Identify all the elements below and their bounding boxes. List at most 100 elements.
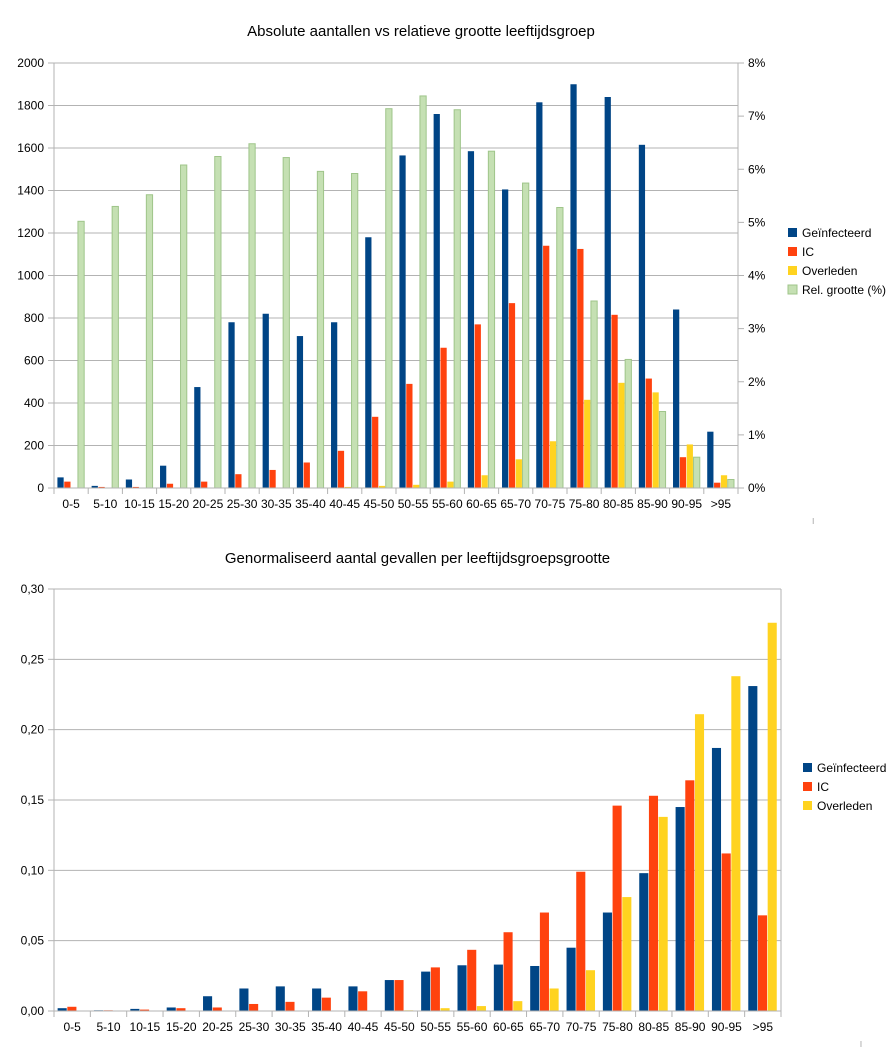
bar-deceased-19: [767, 622, 777, 1011]
y-tick-label: 600: [24, 354, 44, 368]
bar-deceased-8: [344, 486, 351, 488]
bar-ic-19: [714, 482, 721, 488]
legend-label: IC: [817, 780, 829, 794]
y-tick-label: 0,00: [21, 1004, 45, 1018]
bar-relative-size-4: [214, 156, 222, 489]
bar-infected-16: [639, 873, 649, 1011]
bar-ic-18: [679, 457, 687, 488]
legend-label: Geïnfecteerd: [802, 226, 871, 240]
legend-label: Overleden: [802, 264, 857, 278]
legend: Geïnfecteerd IC Overleden Rel. grootte (%): [787, 226, 886, 297]
x-tick-label: 0-5: [64, 1020, 82, 1034]
bar-deceased-18: [686, 444, 693, 488]
bar-ic-2: [132, 486, 139, 488]
bar-ic-11: [440, 347, 447, 488]
bar-deceased-14: [585, 970, 596, 1011]
x-tick-label: 55-60: [432, 497, 463, 511]
x-tick-label: 80-85: [638, 1020, 669, 1034]
chart-2: Genormaliseerd aantal gevallen per leeft…: [21, 550, 886, 1047]
legend-swatch: [787, 284, 798, 295]
bar-ic-7: [303, 462, 310, 488]
bar-deceased-14: [549, 441, 557, 488]
x-tick-label: 70-75: [566, 1020, 597, 1034]
bar-deceased-12: [513, 1001, 523, 1011]
bar-infected-17: [675, 807, 685, 1011]
x-tick-label: 25-30: [239, 1020, 270, 1034]
bar-infected-8: [348, 986, 358, 1011]
bar-infected-13: [502, 189, 509, 488]
y-tick-label: 1200: [17, 226, 44, 240]
y-tick-label: 800: [24, 311, 44, 325]
bar-ic-2: [140, 1009, 150, 1011]
bar-deceased-11: [447, 481, 454, 489]
bar-infected-14: [566, 947, 576, 1011]
legend-label: IC: [802, 245, 814, 259]
x-tick-label: 30-35: [261, 497, 292, 511]
legend-label: Geïnfecteerd: [817, 761, 886, 775]
y2-tick-label: 4%: [748, 269, 766, 283]
bar-infected-7: [296, 336, 304, 488]
bar-relative-size-16: [624, 358, 632, 489]
bar-relative-size-9: [385, 108, 393, 489]
x-tick-label: 75-80: [602, 1020, 633, 1034]
x-tick-label: 50-55: [398, 497, 429, 511]
bar-infected-3: [166, 1007, 176, 1011]
bar-ic-0: [67, 1006, 77, 1011]
bar-ic-14: [543, 245, 550, 488]
bar-infected-0: [57, 1008, 67, 1011]
x-tick-label: 10-15: [124, 497, 155, 511]
bar-infected-15: [570, 84, 577, 488]
x-tick-label: 25-30: [227, 497, 258, 511]
bar-ic-3: [176, 1008, 186, 1011]
bar-ic-10: [406, 383, 413, 489]
bar-ic-3: [166, 483, 174, 488]
x-tick-label: 55-60: [457, 1020, 488, 1034]
bar-ic-17: [685, 780, 695, 1011]
bar-relative-size-7: [316, 170, 325, 489]
y-tick-label: 1400: [17, 184, 44, 198]
y-tick-label: 0,10: [21, 863, 45, 877]
y2-tick-label: 0%: [748, 481, 766, 495]
x-tick-label: 70-75: [535, 497, 566, 511]
bar-ic-11: [467, 949, 477, 1011]
x-tick-label: 85-90: [675, 1020, 706, 1034]
bar-ic-1: [98, 486, 105, 488]
bar-deceased-9: [378, 485, 386, 489]
x-tick-label: 5-10: [97, 1020, 121, 1034]
bar-ic-6: [269, 469, 276, 488]
bar-ic-0: [64, 481, 71, 489]
bar-ic-4: [212, 1007, 222, 1011]
x-tick-label: 35-40: [311, 1020, 342, 1034]
x-tick-label: 85-90: [637, 497, 668, 511]
bar-ic-5: [249, 1003, 259, 1011]
bar-ic-18: [721, 853, 731, 1011]
bar-infected-5: [239, 988, 249, 1011]
bar-infected-2: [125, 479, 133, 488]
bar-infected-12: [493, 964, 503, 1011]
bar-relative-size-1: [111, 205, 119, 489]
bar-deceased-12: [481, 475, 488, 488]
x-tick-label: 75-80: [569, 497, 600, 511]
x-tick-label: 10-15: [130, 1020, 161, 1034]
bar-relative-size-14: [556, 207, 564, 489]
bar-ic-7: [321, 997, 331, 1011]
x-tick-label: 65-70: [500, 497, 531, 511]
bar-ic-19: [757, 915, 768, 1011]
chart-1: Absolute aantallen vs relatieve grootte …: [17, 23, 886, 524]
bar-ic-8: [358, 991, 368, 1011]
bar-relative-size-18: [693, 456, 701, 489]
legend-swatch: [803, 763, 812, 772]
bar-deceased-17: [652, 392, 659, 489]
y-tick-label: 0,05: [21, 934, 45, 948]
legend-swatch: [788, 266, 797, 275]
bar-infected-12: [467, 151, 475, 488]
bar-infected-19: [748, 686, 758, 1011]
y-tick-label: 0,15: [21, 793, 45, 807]
x-tick-label: 30-35: [275, 1020, 306, 1034]
x-tick-label: >95: [753, 1020, 774, 1034]
bar-infected-9: [384, 980, 394, 1011]
bar-ic-14: [576, 871, 586, 1011]
bar-deceased-16: [658, 816, 668, 1011]
